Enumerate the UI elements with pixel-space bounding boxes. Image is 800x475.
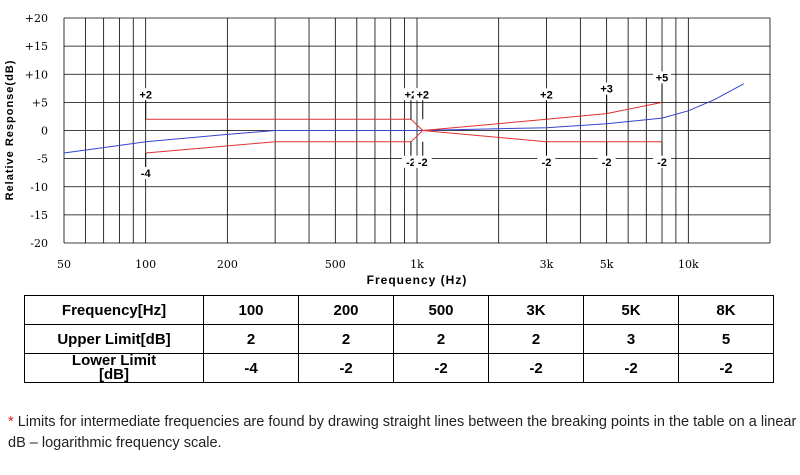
annotation-background xyxy=(136,88,155,101)
annotation-background xyxy=(597,155,616,168)
table-cell: 5 xyxy=(678,324,774,354)
annotation-background xyxy=(136,167,155,179)
annotation-background xyxy=(413,88,432,101)
annotation-label: -2 xyxy=(542,157,552,169)
x-tick-label: 500 xyxy=(325,258,346,271)
annotation-background xyxy=(413,155,432,168)
footnote-asterisk: * xyxy=(8,414,14,430)
upper-limit-line xyxy=(145,101,663,132)
footnote: * Limits for intermediate frequencies ar… xyxy=(8,412,798,454)
table-cell: -2 xyxy=(488,353,584,383)
annotation-background xyxy=(537,88,556,101)
table-row-frequency: Frequency[Hz] 100 200 500 3K 5K 8K xyxy=(24,295,774,325)
table-cell: 3K xyxy=(488,295,584,325)
table-cell: 500 xyxy=(393,295,489,325)
x-tick-label: 100 xyxy=(135,258,156,271)
annotation-label: +3 xyxy=(600,84,613,96)
x-axis-label: Frequency (Hz) xyxy=(367,273,468,287)
table-cell: -2 xyxy=(583,353,679,383)
table-cell: 3 xyxy=(583,324,679,354)
table-cell: -4 xyxy=(203,353,299,383)
table-cell: 200 xyxy=(298,295,394,325)
annotation-label: +5 xyxy=(656,72,669,84)
annotation-label: -4 xyxy=(141,168,152,180)
table-row-lower: Lower Limit [dB] -4 -2 -2 -2 -2 -2 xyxy=(24,352,774,383)
x-tick-label: 10k xyxy=(678,258,699,271)
lower-limit-label-line1: Lower Limit xyxy=(71,352,157,369)
annotation-label: -2 xyxy=(406,157,416,169)
y-tick-label: -20 xyxy=(30,237,48,250)
y-tick-label: +15 xyxy=(25,40,48,53)
y-tick-label: -10 xyxy=(30,181,48,194)
annotation-label: +2 xyxy=(540,89,553,101)
response-curve xyxy=(63,83,744,154)
lower-limit-header: Lower Limit [dB] xyxy=(24,352,204,383)
limits-table: Frequency[Hz] 100 200 500 3K 5K 8K Upper… xyxy=(24,295,774,383)
annotation-label: +2 xyxy=(139,89,152,101)
table-row-upper: Upper Limit[dB] 2 2 2 2 3 5 xyxy=(24,324,774,354)
annotation-label: -2 xyxy=(602,157,612,169)
table-cell: 2 xyxy=(393,324,489,354)
y-axis-label: Relative Response(dB) xyxy=(4,60,16,201)
y-tick-labels: +20 +15 +10 +5 0 -5 -10 -15 -20 xyxy=(25,12,48,250)
annotation-layer: +2-4+2 +2-2 -2+2-2+3-2+5-2 xyxy=(136,71,672,180)
table-cell: 8K xyxy=(678,295,774,325)
annotation-background xyxy=(653,155,672,168)
y-tick-label: +10 xyxy=(25,68,48,81)
frequency-header: Frequency[Hz] xyxy=(24,295,204,325)
table-cell: -2 xyxy=(298,353,394,383)
y-tick-label: +5 xyxy=(32,96,48,109)
x-tick-label: 5k xyxy=(600,258,614,271)
response-chart: +2-4+2 +2-2 -2+2-2+3-2+5-2 +20+15+10+50-5-… xyxy=(4,12,771,287)
lower-limit-label-line2: [dB] xyxy=(99,366,129,383)
annotation-label: +2 xyxy=(416,89,429,101)
x-tick-label: 1k xyxy=(410,258,424,271)
annotation-background xyxy=(653,71,672,84)
annotation-background xyxy=(597,82,616,95)
annotation-label: -2 xyxy=(657,157,667,169)
x-tick-label: 3k xyxy=(540,258,554,271)
table-cell: -2 xyxy=(678,353,774,383)
y-tick-label: -5 xyxy=(37,153,48,166)
annotation-label: -2 xyxy=(418,157,428,169)
table-cell: 5K xyxy=(583,295,679,325)
footnote-text: Limits for intermediate frequencies are … xyxy=(8,414,797,451)
table-cell: -2 xyxy=(393,353,489,383)
table-cell: 2 xyxy=(488,324,584,354)
x-tick-label: 200 xyxy=(217,258,238,271)
annotation-background xyxy=(537,155,556,168)
table-cell: 100 xyxy=(203,295,299,325)
lower-limit-line xyxy=(145,129,662,154)
upper-limit-header: Upper Limit[dB] xyxy=(24,324,204,354)
table-cell: 2 xyxy=(298,324,394,354)
y-tick-label: -15 xyxy=(30,209,48,222)
y-tick-label: 0 xyxy=(41,125,48,138)
table-cell: 2 xyxy=(203,324,299,354)
x-tick-labels: 50 100 200 500 1k 3k 5k 10k xyxy=(57,258,699,271)
y-tick-label: +20 xyxy=(25,12,48,25)
x-tick-label: 50 xyxy=(57,258,71,271)
